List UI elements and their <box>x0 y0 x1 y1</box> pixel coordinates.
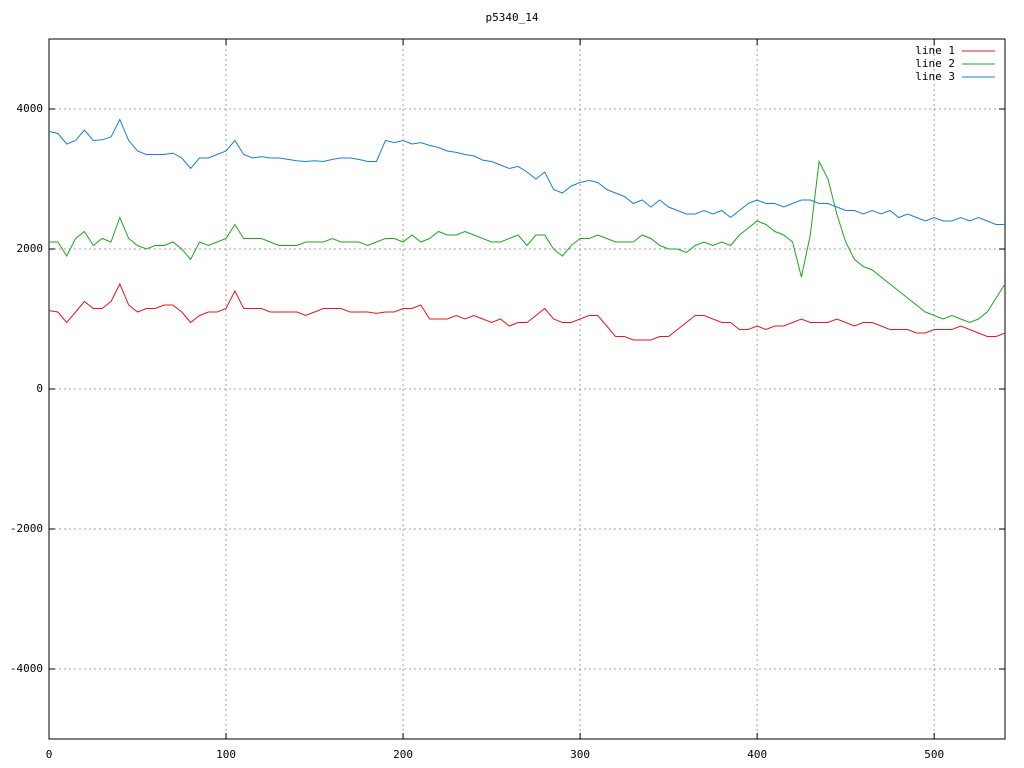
y-tick-label: 0 <box>36 382 43 395</box>
x-tick-label: 100 <box>216 748 236 761</box>
y-tick-label: 4000 <box>17 102 44 115</box>
y-tick-label: -2000 <box>10 522 43 535</box>
line <box>48 118 1005 225</box>
legend-label: line 1 <box>915 44 955 57</box>
x-tick-label: 200 <box>393 748 413 761</box>
legend-label: line 2 <box>915 57 955 70</box>
x-tick-label: 300 <box>570 748 590 761</box>
plot-border <box>48 38 1006 740</box>
legend-label: line 3 <box>915 70 955 83</box>
x-tick-label: 0 <box>46 748 53 761</box>
line <box>48 282 1006 341</box>
line <box>49 159 1006 324</box>
x-tick-label: 500 <box>924 748 944 761</box>
x-tick-label: 400 <box>747 748 767 761</box>
chart-title: p5340_14 <box>486 11 539 24</box>
y-tick-label: 2000 <box>17 242 44 255</box>
y-tick-label: -4000 <box>10 662 43 675</box>
